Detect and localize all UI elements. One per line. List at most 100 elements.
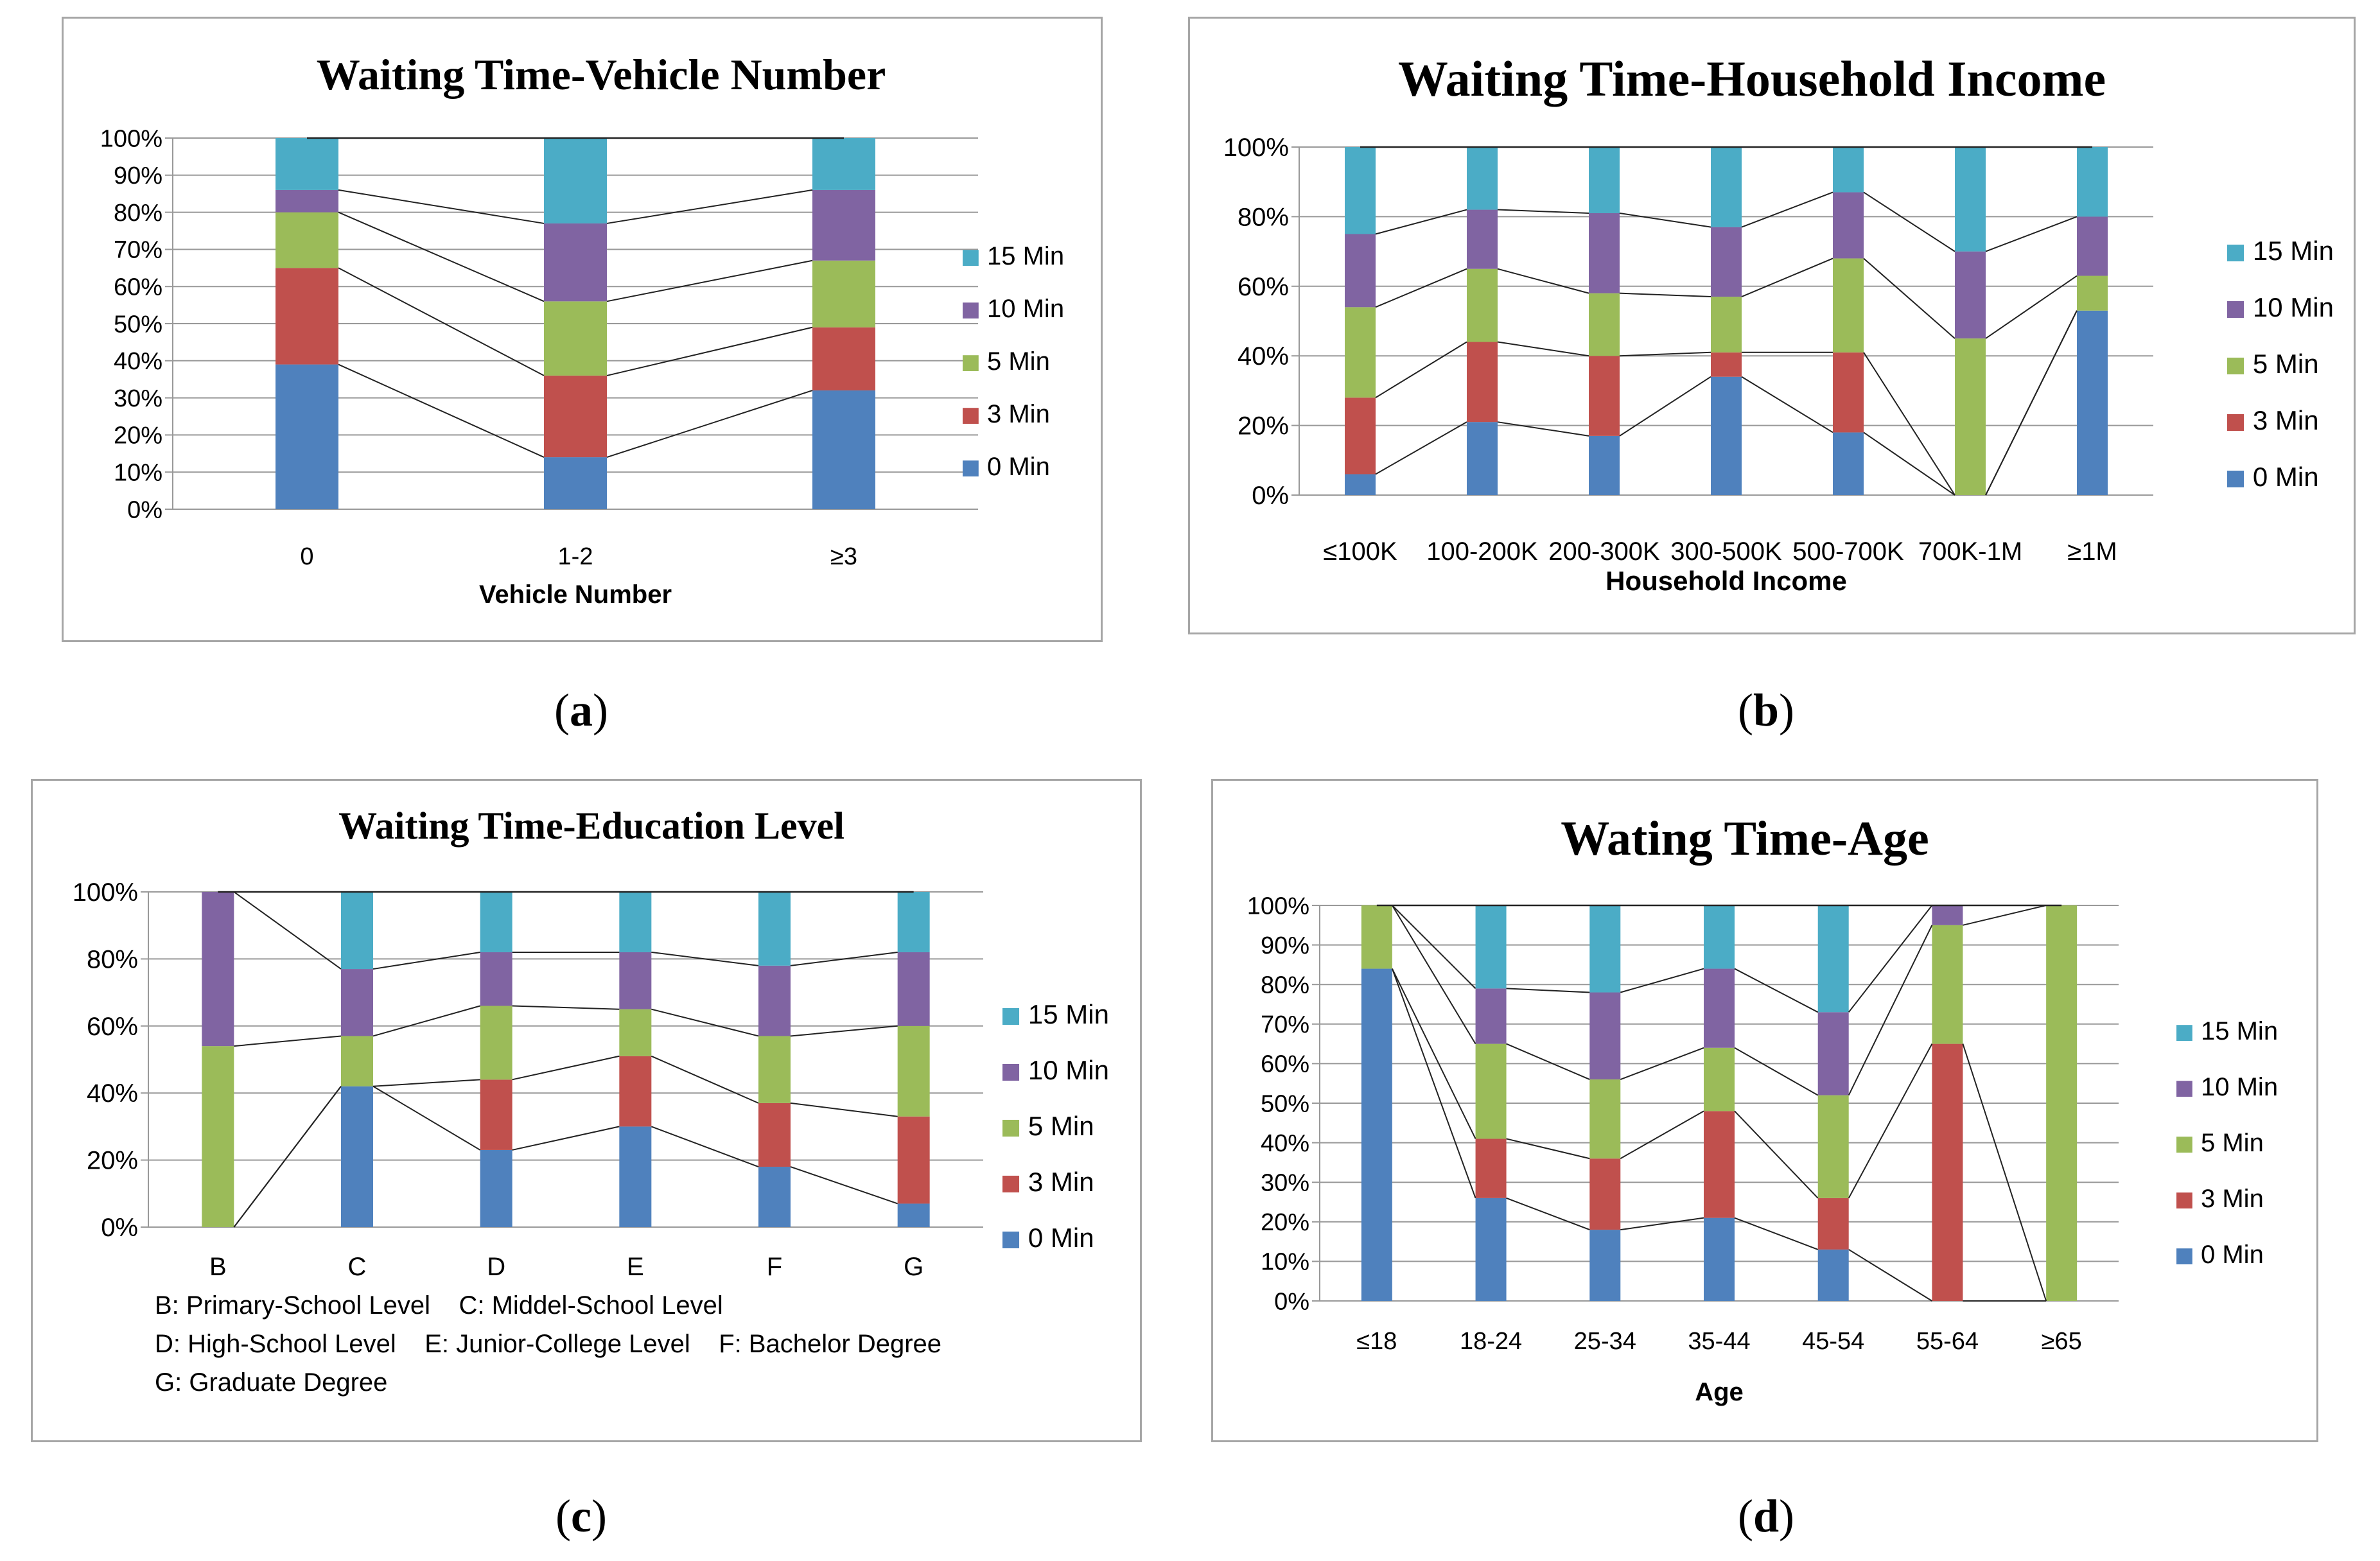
x-tick-label: ≤18 bbox=[1356, 1328, 1397, 1355]
bar-segment bbox=[758, 1036, 791, 1103]
series-connector-line bbox=[651, 1055, 759, 1104]
bar-segment bbox=[619, 1009, 652, 1056]
series-connector-line bbox=[606, 189, 813, 224]
bar-segment bbox=[1932, 925, 1963, 1044]
chart-panel-a: Waiting Time-Vehicle Number 0% 10% 20% 30% 40… bbox=[62, 17, 1103, 642]
bar-segment bbox=[276, 189, 338, 213]
y-tick-label: 80% bbox=[87, 945, 138, 973]
legend-label: 5 Min bbox=[2201, 1129, 2264, 1157]
series-connector-line bbox=[1963, 905, 2047, 926]
series-connector-line bbox=[1506, 988, 1590, 993]
series-connector-line bbox=[790, 951, 898, 966]
legend-swatch bbox=[2176, 1192, 2192, 1208]
x-tick-label: 1-2 bbox=[558, 543, 593, 570]
series-connector-line bbox=[790, 1025, 898, 1037]
bar-segment bbox=[1345, 234, 1376, 308]
bar-segment bbox=[544, 138, 607, 223]
bar-segment bbox=[1475, 905, 1507, 989]
legend-label: 0 Min bbox=[2253, 462, 2319, 492]
series-connector-line bbox=[1375, 341, 1467, 399]
series-connector-line bbox=[1375, 209, 1467, 235]
series-connector-line bbox=[1506, 1043, 1590, 1080]
series-connector-line bbox=[372, 951, 480, 970]
bar-segment bbox=[1589, 213, 1620, 293]
series-connector-line bbox=[651, 1008, 759, 1037]
bar-segment bbox=[1589, 1079, 1621, 1159]
x-tick-label: 700K-1M bbox=[1918, 537, 2022, 566]
series-connector-line bbox=[1392, 905, 1476, 1045]
x-tick-label: E bbox=[627, 1253, 644, 1281]
bar-segment bbox=[1345, 474, 1376, 495]
bar-segment bbox=[897, 952, 930, 1026]
legend-label: 10 Min bbox=[2253, 292, 2334, 322]
bar-segment bbox=[897, 892, 930, 952]
bar-segment bbox=[812, 327, 875, 391]
bar-segment bbox=[1589, 293, 1620, 356]
legend-swatch bbox=[963, 355, 979, 371]
legend-label: 5 Min bbox=[1028, 1111, 1094, 1141]
x-tick-label: 25-34 bbox=[1574, 1328, 1636, 1355]
bar-segment bbox=[202, 892, 234, 1047]
chart-title: Waiting Time-Education Level bbox=[338, 805, 844, 847]
series-connector-line bbox=[790, 1102, 898, 1117]
series-connector-line bbox=[1392, 905, 1476, 990]
legend-swatch bbox=[1002, 1175, 1020, 1192]
series-connector-line bbox=[790, 1166, 898, 1205]
legend-label: 15 Min bbox=[2253, 236, 2334, 266]
series-connector-line bbox=[338, 211, 545, 302]
x-tick-label: ≤100K bbox=[1323, 537, 1397, 566]
bar-segment bbox=[619, 952, 652, 1009]
bar-segment bbox=[1711, 297, 1742, 353]
series-connector-line bbox=[1620, 1217, 1704, 1231]
series-connector-line bbox=[651, 951, 759, 966]
series-connector-line bbox=[1619, 212, 1711, 228]
series-connector-line bbox=[233, 1086, 342, 1228]
bar-segment bbox=[1589, 147, 1620, 213]
y-tick-label: 50% bbox=[1261, 1090, 1309, 1117]
series-connector-line bbox=[1848, 1043, 1933, 1199]
x-tick-label: G bbox=[904, 1253, 923, 1281]
legend-label: 10 Min bbox=[987, 295, 1064, 323]
legend-swatch bbox=[1002, 1119, 1020, 1137]
bar-segment bbox=[1345, 397, 1376, 475]
legend-swatch bbox=[2227, 301, 2244, 318]
caption-b: (b) bbox=[1737, 685, 1794, 736]
series-connector-line bbox=[1497, 268, 1589, 294]
x-tick-label: ≥65 bbox=[2042, 1328, 2082, 1355]
caption-d: (d) bbox=[1737, 1490, 1794, 1542]
bar-segment bbox=[480, 892, 512, 952]
x-tick-label: 18-24 bbox=[1460, 1328, 1522, 1355]
bar-segment bbox=[480, 952, 512, 1006]
chart-d: Wating Time-Age 0% 10% 20% 30% 40% 50% 60% 70% 80… bbox=[1247, 812, 2278, 1406]
legend-label: 3 Min bbox=[2253, 405, 2319, 435]
chart-c: Waiting Time-Education Level 0% 20% 40% 60% 8… bbox=[73, 805, 1109, 1397]
chart-panel-b: Waiting Time-Household Income 0% 20% 40% 60%… bbox=[1188, 17, 2356, 634]
bar-segment bbox=[276, 138, 338, 190]
bar-segment bbox=[480, 1006, 512, 1080]
series-connector-line bbox=[1734, 968, 1819, 1013]
x-tick-label: C bbox=[348, 1253, 367, 1281]
x-tick-label: 45-54 bbox=[1802, 1328, 1864, 1355]
legend-swatch bbox=[2176, 1248, 2192, 1264]
series-connector-line bbox=[1985, 275, 2078, 339]
bar-segment bbox=[341, 969, 373, 1036]
series-connector-line bbox=[1497, 209, 1589, 214]
y-tick-label: 100% bbox=[1247, 893, 1309, 920]
y-tick-label: 10% bbox=[1261, 1249, 1309, 1276]
series-connector-line bbox=[606, 259, 813, 302]
x-tick-label: 35-44 bbox=[1688, 1328, 1750, 1355]
bar-segment bbox=[1704, 905, 1735, 969]
bar-segment bbox=[619, 892, 652, 952]
series-connector-line bbox=[1734, 1110, 1819, 1199]
series-connector-line bbox=[1848, 1249, 1932, 1302]
legend-label: 10 Min bbox=[2201, 1073, 2278, 1101]
legend-swatch bbox=[1002, 1231, 1020, 1248]
bar-segment bbox=[1704, 968, 1735, 1048]
y-tick-label: 60% bbox=[1261, 1051, 1309, 1078]
chart-title: Waiting Time-Vehicle Number bbox=[317, 50, 886, 99]
y-tick-label: 20% bbox=[114, 423, 162, 449]
series-connector-line bbox=[338, 189, 545, 224]
bar-segment bbox=[758, 1103, 791, 1167]
series-connector-line bbox=[233, 891, 342, 970]
series-connector-line bbox=[1863, 191, 1956, 252]
